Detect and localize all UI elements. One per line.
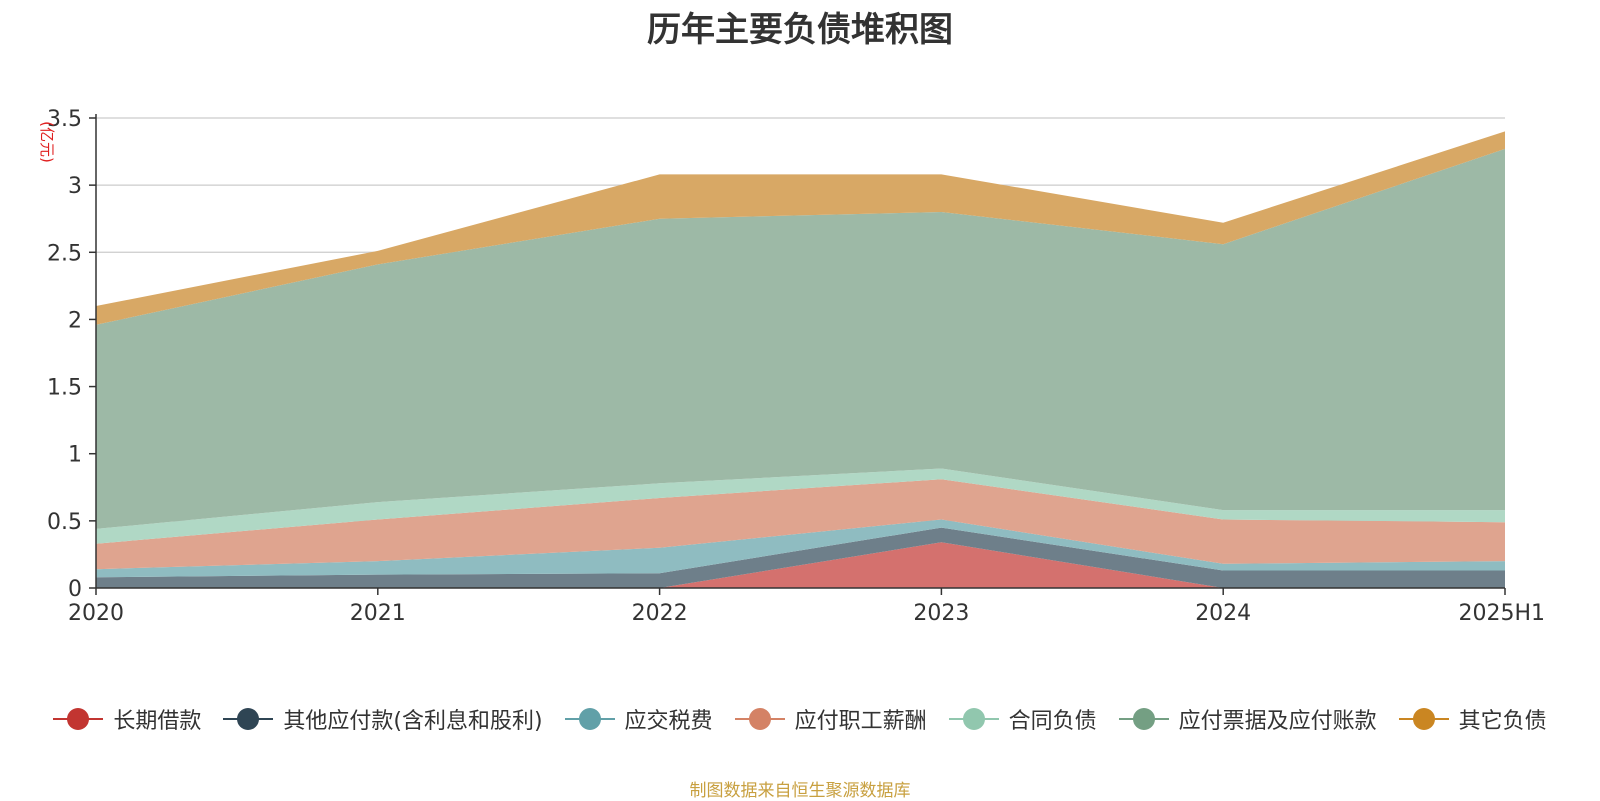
area-series-5 xyxy=(96,148,1505,529)
y-tick-label: 3 xyxy=(68,174,82,199)
area-series xyxy=(96,131,1505,588)
legend-dot xyxy=(1412,708,1435,730)
legend-item[interactable]: 其他应付款(含利息和股利) xyxy=(223,703,543,735)
x-tick-label: 2022 xyxy=(632,601,688,626)
area-series-4 xyxy=(96,468,1505,544)
legend-label: 应付票据及应付账款 xyxy=(1178,709,1377,734)
y-tick-label: 2.5 xyxy=(47,241,82,266)
x-tick-label: 2020 xyxy=(68,601,124,626)
y-tick-label: 3.5 xyxy=(47,107,82,132)
legend-swatch xyxy=(734,707,785,731)
y-tick-label: 0.5 xyxy=(47,510,82,535)
legend-swatch xyxy=(53,707,104,731)
stacked-area-chart: 0 0.5 1 1.5 2 2.5 3 3.5 2020 2021 2022 2023 2024 2025… xyxy=(38,107,1545,626)
area-series-0 xyxy=(96,542,1505,588)
legend-item[interactable]: 应付票据及应付账款 xyxy=(1118,703,1377,735)
legend-item[interactable]: 其它负债 xyxy=(1398,703,1547,735)
chart-title: 历年主要负债堆积图 xyxy=(647,10,953,50)
legend-swatch xyxy=(1118,707,1169,731)
area-series-3 xyxy=(96,479,1505,570)
axes: 0 0.5 1 1.5 2 2.5 3 3.5 2020 2021 2022 2023 2024 2025… xyxy=(47,107,1545,626)
legend-dot xyxy=(237,708,260,730)
legend-swatch xyxy=(223,707,274,731)
data-source-note: 制图数据来自恒生聚源数据库 xyxy=(689,781,911,801)
y-tick-label: 1 xyxy=(68,443,82,468)
area-series-2 xyxy=(96,519,1505,578)
x-tick-label: 2023 xyxy=(913,601,969,626)
chart-legend: 长期借款 其他应付款(含利息和股利) 应交税费 应付职工薪酬 合同负债 应付票据及应付账款… xyxy=(0,702,1600,736)
legend-dot xyxy=(962,708,985,730)
area-series-1 xyxy=(96,527,1505,588)
legend-label: 应交税费 xyxy=(624,709,713,734)
legend-item[interactable]: 合同负债 xyxy=(948,703,1097,735)
legend-label: 其他应付款(含利息和股利) xyxy=(283,709,543,734)
x-tick-label: 2024 xyxy=(1195,601,1251,626)
legend-label: 应付职工薪酬 xyxy=(794,709,927,734)
y-axis-unit-label: (亿元) xyxy=(38,121,56,163)
legend-dot xyxy=(67,708,90,730)
legend-item[interactable]: 应交税费 xyxy=(564,703,713,735)
x-tick-label: 2021 xyxy=(350,601,406,626)
legend-label: 长期借款 xyxy=(113,709,202,734)
y-tick-label: 2 xyxy=(68,308,82,333)
y-tick-label: 1.5 xyxy=(47,376,82,401)
legend-dot xyxy=(578,708,601,730)
x-tick-label: 2025H1 xyxy=(1458,601,1545,626)
legend-label: 合同负债 xyxy=(1008,709,1097,734)
legend-swatch xyxy=(564,707,615,731)
legend-item[interactable]: 应付职工薪酬 xyxy=(734,703,927,735)
legend-dot xyxy=(1132,708,1155,730)
y-tick-label: 0 xyxy=(68,577,82,602)
legend-swatch xyxy=(1398,707,1449,731)
legend-item[interactable]: 长期借款 xyxy=(53,703,201,735)
legend-dot xyxy=(748,708,771,730)
area-series-6 xyxy=(96,131,1505,325)
legend-swatch xyxy=(948,707,999,731)
legend-label: 其它负债 xyxy=(1458,709,1547,734)
